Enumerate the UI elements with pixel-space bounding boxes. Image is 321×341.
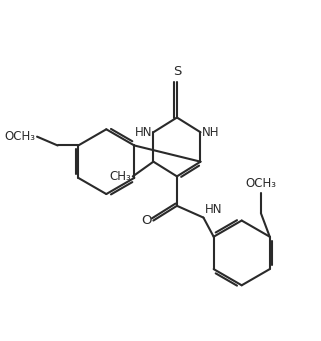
Text: HN: HN — [205, 203, 222, 216]
Text: OCH₃: OCH₃ — [246, 177, 276, 190]
Text: CH₃: CH₃ — [109, 170, 131, 183]
Text: S: S — [173, 65, 181, 78]
Text: NH: NH — [202, 126, 220, 139]
Text: OCH₃: OCH₃ — [4, 130, 36, 143]
Text: O: O — [142, 214, 152, 227]
Text: HN: HN — [134, 126, 152, 139]
